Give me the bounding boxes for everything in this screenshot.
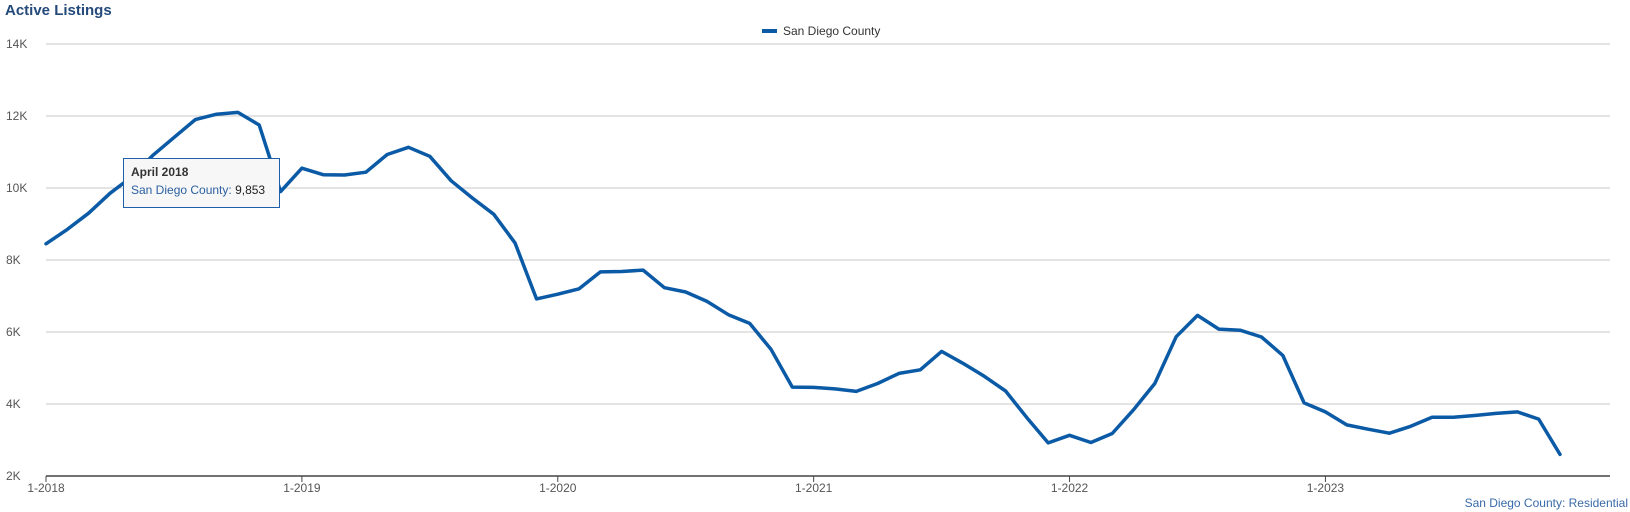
x-tick-label: 1-2020 bbox=[539, 481, 577, 495]
series-line-san-diego-county bbox=[44, 110, 1562, 457]
x-axis: 1-2018 1-2019 1-2020 1-2021 1-2022 1-2023 bbox=[27, 475, 1610, 495]
grid-lines bbox=[46, 43, 1610, 405]
y-tick-label: 6K bbox=[6, 325, 21, 339]
x-tick-label: 1-2021 bbox=[795, 481, 833, 495]
x-tick-label: 1-2018 bbox=[27, 481, 65, 495]
y-tick-label: 10K bbox=[6, 181, 27, 195]
y-tick-label: 4K bbox=[6, 397, 21, 411]
chart-title: Active Listings bbox=[5, 2, 112, 19]
x-tick-label: 1-2019 bbox=[283, 481, 321, 495]
source-note: San Diego County: Residential bbox=[1464, 496, 1628, 510]
legend[interactable]: San Diego County bbox=[762, 24, 880, 38]
x-tick-label: 1-2022 bbox=[1051, 481, 1089, 495]
tooltip-series-label: San Diego County: bbox=[131, 183, 232, 197]
legend-label[interactable]: San Diego County bbox=[783, 24, 880, 38]
series-layer bbox=[44, 110, 1562, 457]
y-axis: 2K 4K 6K 8K 10K 12K 14K bbox=[6, 37, 27, 483]
x-tick-label: 1-2023 bbox=[1307, 481, 1345, 495]
tooltip-title: April 2018 bbox=[131, 165, 189, 179]
tooltip-row: San Diego County: 9,853 bbox=[131, 183, 272, 197]
tooltip-value: 9,853 bbox=[235, 183, 266, 197]
tooltip: April 2018 San Diego County: 9,853 bbox=[123, 158, 280, 208]
y-tick-label: 8K bbox=[6, 253, 21, 267]
y-tick-label: 14K bbox=[6, 37, 27, 51]
y-tick-label: 2K bbox=[6, 469, 21, 483]
y-tick-label: 12K bbox=[6, 109, 27, 123]
